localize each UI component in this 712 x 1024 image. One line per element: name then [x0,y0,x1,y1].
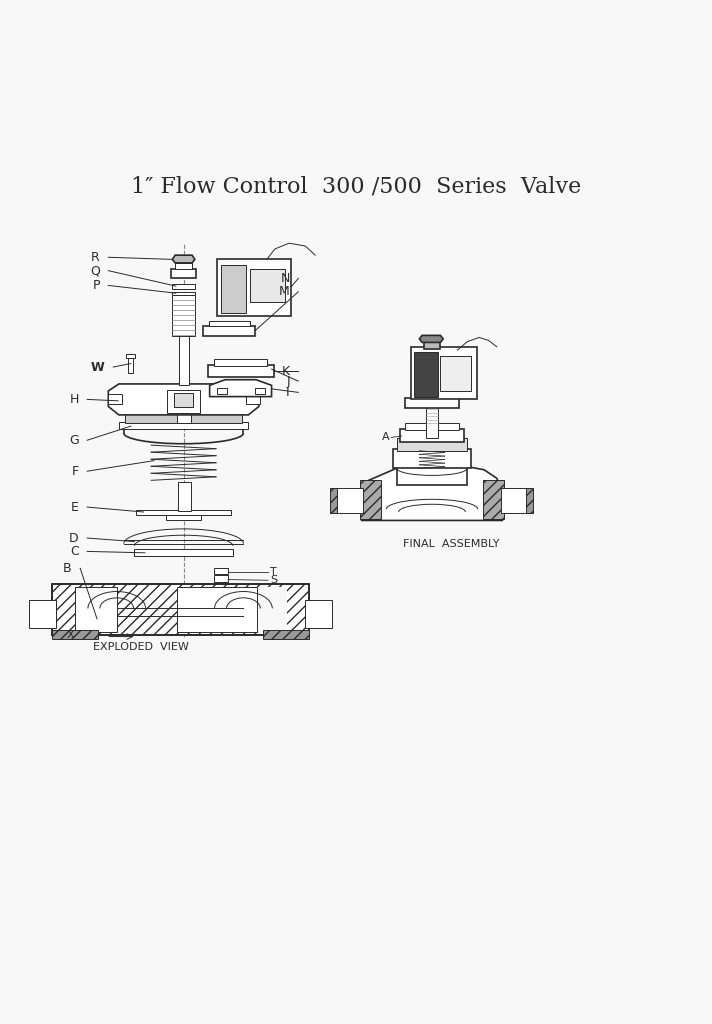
Text: F: F [72,465,79,477]
Bar [172,293,195,336]
Bar [52,630,98,639]
Text: J: J [286,375,290,388]
Polygon shape [209,380,271,396]
Bar [246,394,260,403]
Bar [108,394,122,403]
Text: Q: Q [90,264,100,278]
Bar [216,388,226,394]
Bar [212,366,271,373]
Bar [52,585,309,635]
Bar [526,488,533,513]
Bar [263,630,309,639]
Bar [119,422,248,429]
Bar [397,438,467,451]
Text: A: A [382,432,389,442]
Text: FINAL  ASSEMBLY: FINAL ASSEMBLY [403,539,499,549]
Text: T: T [270,567,277,577]
Polygon shape [362,464,503,520]
Text: E: E [71,501,79,514]
Bar [177,588,258,632]
Bar [172,292,195,295]
Bar [125,414,242,423]
Bar [405,423,459,430]
Bar [135,549,233,556]
Text: M: M [279,286,290,298]
Text: N: N [281,272,290,285]
Text: H: H [69,393,79,406]
Text: EXPLODED  VIEW: EXPLODED VIEW [93,642,189,652]
Bar [305,600,332,628]
Bar [214,568,228,573]
Text: K: K [282,365,290,378]
Bar [75,588,117,632]
Bar [501,488,529,513]
Bar [441,355,471,391]
Bar [177,588,258,632]
Bar [360,480,381,519]
Polygon shape [137,510,231,515]
Bar [330,488,337,513]
Bar [175,263,192,269]
Bar [171,268,197,278]
Bar [214,359,267,366]
Bar [216,259,291,316]
Bar [411,347,477,399]
Text: G: G [69,434,79,446]
Text: X: X [67,630,75,640]
Bar [250,268,285,302]
Polygon shape [172,255,195,263]
Bar [166,510,201,520]
Bar [52,585,309,635]
Text: W: W [91,360,105,374]
Bar [214,575,228,583]
Text: C: C [70,545,79,558]
Text: S: S [270,575,277,586]
Bar [426,407,438,438]
Bar [209,321,250,327]
Polygon shape [108,384,259,415]
Bar [397,467,467,485]
Text: D: D [69,531,79,545]
Bar [405,398,459,408]
Bar [167,390,200,413]
Bar [179,335,189,385]
Bar [204,326,256,336]
Bar [255,388,265,394]
Bar [399,429,464,441]
Text: 1″ Flow Control  300 /500  Series  Valve: 1″ Flow Control 300 /500 Series Valve [131,176,581,198]
Bar [178,482,191,511]
Text: B: B [63,562,72,574]
Polygon shape [419,336,444,342]
Bar [245,588,287,632]
Bar [335,488,363,513]
Bar [208,365,274,377]
Text: I: I [286,386,290,399]
Text: R: R [91,251,100,264]
Bar [174,393,194,408]
Bar [414,351,438,396]
Bar [28,600,56,628]
Bar [424,342,441,349]
Text: P: P [93,279,100,292]
Bar [177,407,191,423]
Bar [392,449,471,468]
Bar [172,284,195,289]
Bar [75,588,117,632]
Bar [128,356,133,374]
Bar [221,265,246,313]
Bar [126,354,135,358]
Bar [483,480,504,519]
